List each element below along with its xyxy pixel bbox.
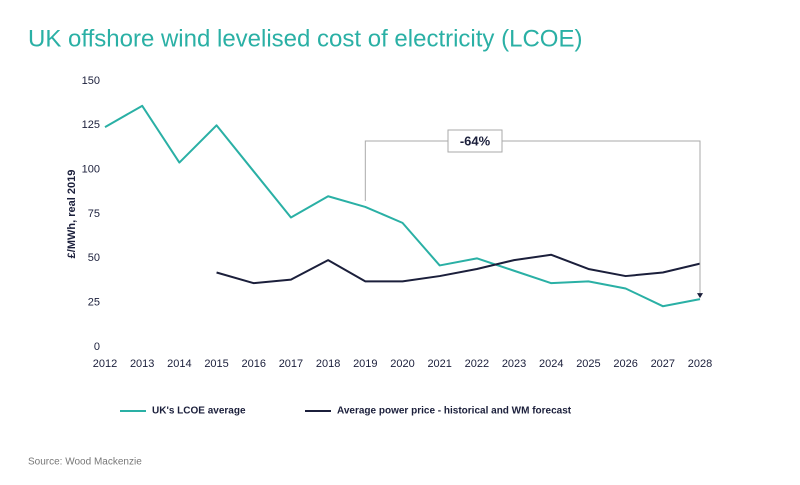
legend-label: Average power price - historical and WM … xyxy=(337,406,572,417)
y-tick-label: 0 xyxy=(94,341,100,353)
x-tick-label: 2028 xyxy=(688,358,712,370)
y-tick-label: 25 xyxy=(88,297,100,309)
annotation: -64% xyxy=(460,133,491,148)
annotation-box xyxy=(447,129,503,153)
x-tick-label: 2024 xyxy=(539,358,563,370)
y-tick-label: 75 xyxy=(88,208,100,220)
x-tick-label: 2016 xyxy=(242,358,266,370)
y-tick-label: 125 xyxy=(82,119,100,131)
annotation-arrow xyxy=(697,293,703,299)
x-tick-label: 2025 xyxy=(576,358,600,370)
chart-title: UK offshore wind levelised cost of elect… xyxy=(28,25,582,52)
x-tick-label: 2020 xyxy=(390,358,414,370)
y-tick-label: 50 xyxy=(88,252,100,264)
x-tick-label: 2012 xyxy=(93,358,117,370)
y-axis-label: £/MWh, real 2019 xyxy=(66,170,78,259)
annotation-bracket xyxy=(364,140,701,295)
x-tick-label: 2026 xyxy=(613,358,637,370)
y-tick-label: 100 xyxy=(82,164,100,176)
x-tick-label: 2014 xyxy=(167,358,191,370)
series-line xyxy=(216,253,701,285)
source: Source: Wood Mackenzie xyxy=(28,457,142,468)
x-tick-label: 2022 xyxy=(465,358,489,370)
y-tick-label: 150 xyxy=(82,75,100,87)
series-line xyxy=(104,104,701,308)
x-tick-label: 2018 xyxy=(316,358,340,370)
x-tick-label: 2013 xyxy=(130,358,154,370)
x-tick-label: 2027 xyxy=(651,358,675,370)
x-tick-label: 2017 xyxy=(279,358,303,370)
x-tick-label: 2023 xyxy=(502,358,526,370)
x-tick-label: 2015 xyxy=(204,358,228,370)
legend-label: UK's LCOE average xyxy=(152,406,246,417)
x-tick-label: 2021 xyxy=(427,358,451,370)
x-tick-label: 2019 xyxy=(353,358,377,370)
